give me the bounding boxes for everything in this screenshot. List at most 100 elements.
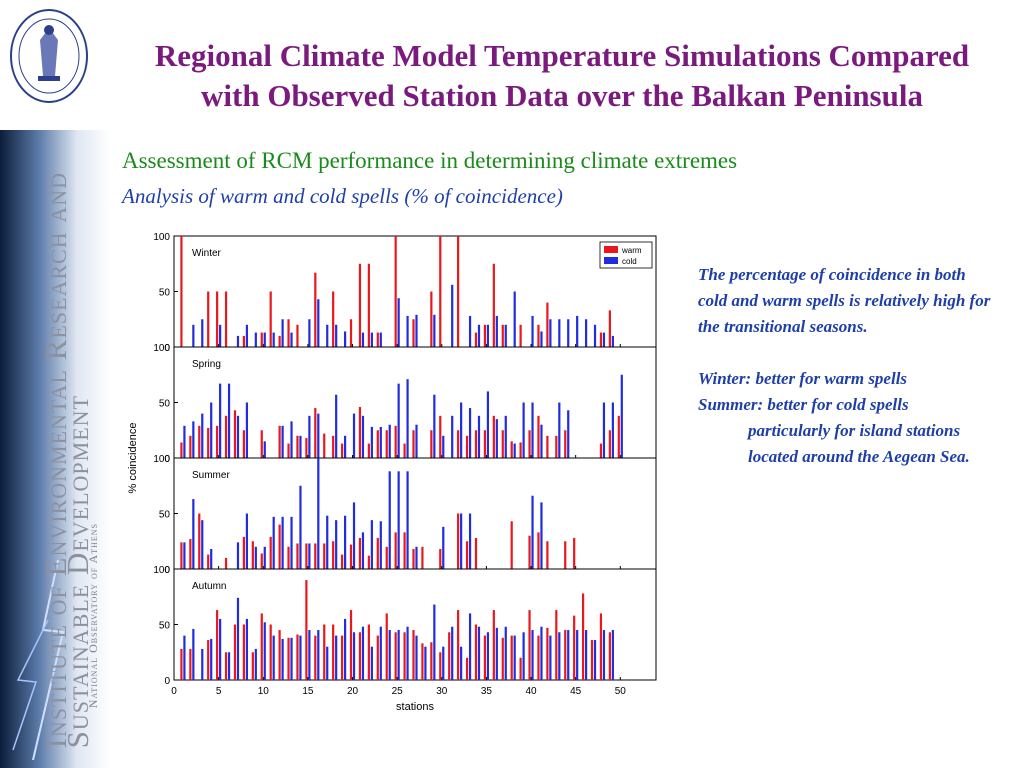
- bar-cold: [451, 284, 454, 347]
- bar-cold: [227, 383, 231, 458]
- bar-warm: [385, 430, 388, 458]
- note-paragraph1: The percentage of coincidence in both co…: [698, 265, 991, 336]
- bar-cold: [308, 415, 311, 458]
- title-line1: Regional Climate Model Temperature Simul…: [154, 38, 970, 73]
- bar-warm: [465, 435, 469, 458]
- bar-cold: [281, 425, 284, 458]
- bar-cold: [433, 604, 436, 680]
- bar-cold: [540, 502, 543, 569]
- bar-warm: [242, 335, 246, 347]
- bar-cold: [370, 646, 373, 680]
- bar-cold: [272, 635, 275, 680]
- bar-warm: [608, 430, 611, 458]
- bar-warm: [296, 435, 299, 458]
- bar-warm: [332, 541, 335, 569]
- bar-cold: [352, 413, 356, 458]
- bar-cold: [192, 421, 195, 458]
- bar-cold: [388, 630, 391, 680]
- bar-warm: [439, 549, 442, 569]
- bar-warm: [180, 442, 183, 458]
- bar-warm: [537, 415, 540, 458]
- bar-cold: [460, 646, 463, 680]
- bar-cold: [379, 426, 382, 458]
- legend-swatch-cold: [604, 257, 618, 264]
- bar-cold: [522, 632, 525, 680]
- bar-cold: [468, 315, 472, 347]
- bar-cold: [210, 549, 213, 569]
- bar-cold: [451, 626, 454, 680]
- bar-cold: [308, 319, 311, 347]
- bar-warm: [617, 415, 620, 458]
- bar-cold: [576, 315, 579, 347]
- bar-warm: [224, 652, 228, 680]
- bar-cold: [317, 458, 320, 569]
- bar-warm: [430, 291, 433, 347]
- bar-warm: [269, 291, 272, 347]
- bar-warm: [224, 291, 228, 347]
- bar-cold: [219, 383, 222, 458]
- bar-cold: [442, 646, 445, 680]
- bar-cold: [531, 402, 534, 458]
- bar-warm: [216, 610, 219, 680]
- bar-cold: [495, 419, 498, 458]
- y-tick-label: 0: [164, 454, 170, 465]
- bar-warm: [305, 543, 308, 569]
- bar-cold: [415, 424, 418, 458]
- bar-warm: [340, 554, 344, 569]
- bar-cold: [504, 324, 507, 347]
- bar-warm: [501, 430, 504, 458]
- bar-cold: [192, 628, 195, 680]
- bar-cold: [477, 626, 481, 680]
- bar-warm: [340, 443, 344, 458]
- bar-warm: [421, 546, 424, 569]
- bar-cold: [442, 526, 445, 569]
- bar-cold: [576, 630, 579, 680]
- bar-cold: [495, 315, 498, 347]
- bar-cold: [406, 315, 409, 347]
- bar-cold: [370, 520, 373, 569]
- bar-cold: [236, 542, 240, 569]
- bar-cold: [317, 413, 320, 458]
- bar-warm: [403, 532, 406, 569]
- bar-warm: [573, 537, 576, 569]
- bar-warm: [349, 319, 353, 347]
- legend-swatch-warm: [604, 246, 618, 253]
- bar-warm: [546, 627, 549, 680]
- bar-cold: [495, 627, 498, 680]
- bar-warm: [314, 543, 317, 569]
- bar-cold: [593, 640, 597, 680]
- bar-warm: [403, 632, 406, 680]
- bar-warm: [573, 615, 576, 680]
- bar-cold: [433, 394, 436, 458]
- bar-cold: [352, 632, 356, 680]
- bar-cold: [397, 298, 400, 347]
- bar-cold: [192, 324, 195, 347]
- bar-warm: [492, 263, 495, 347]
- x-tick-label: 20: [347, 686, 359, 697]
- bar-warm: [474, 537, 478, 569]
- bar-cold: [245, 618, 249, 680]
- bar-warm: [403, 443, 406, 458]
- bar-warm: [474, 624, 478, 680]
- x-tick-label: 50: [615, 686, 627, 697]
- bar-cold: [531, 315, 534, 347]
- bar-warm: [367, 443, 370, 458]
- y-tick-label: 50: [159, 288, 171, 299]
- bar-warm: [242, 536, 246, 569]
- x-tick-label: 10: [258, 686, 270, 697]
- bar-cold: [513, 443, 516, 458]
- bar-warm: [448, 632, 451, 680]
- bar-cold: [388, 471, 391, 569]
- bar-warm: [385, 613, 388, 680]
- bar-warm: [323, 624, 326, 680]
- bar-cold: [513, 291, 516, 347]
- bar-cold: [192, 499, 195, 569]
- bar-warm: [546, 435, 549, 458]
- bar-cold: [567, 319, 570, 347]
- bar-warm: [242, 430, 246, 458]
- bar-warm: [269, 536, 272, 569]
- note-summer-detail: particularly for island stations located…: [748, 421, 970, 466]
- y-tick-label: 100: [153, 343, 170, 354]
- bar-cold: [540, 331, 543, 347]
- bar-cold: [477, 415, 481, 458]
